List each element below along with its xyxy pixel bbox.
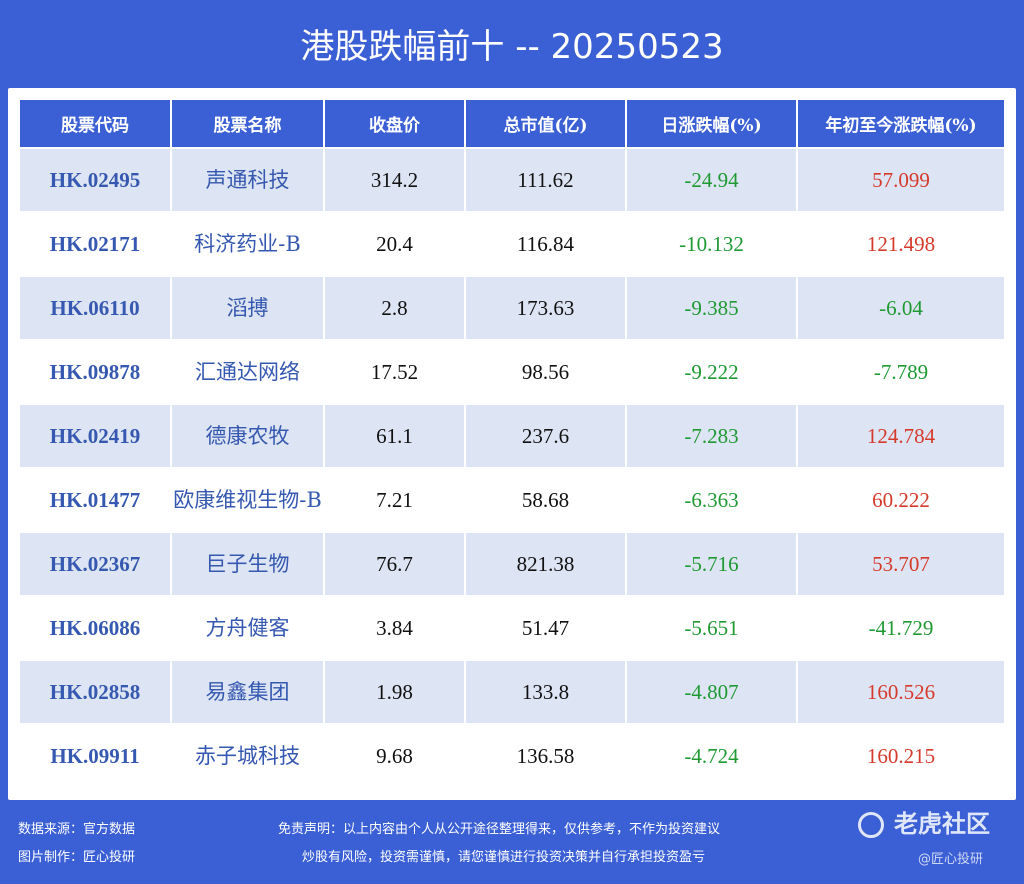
disclaimer-line-2: 炒股有风险，投资需谨慎，请您谨慎进行投资决策并自行承担投资盈亏 <box>302 850 706 865</box>
cell-day-change: -24.94 <box>627 149 796 211</box>
cell-market-cap: 111.62 <box>466 149 625 211</box>
cell-name: 滔搏 <box>172 277 323 339</box>
cell-ytd-change: 160.526 <box>798 661 1004 723</box>
cell-day-change: -9.222 <box>627 341 796 403</box>
table-row: HK.09878 汇通达网络 17.52 98.56 -9.222 -7.789 <box>20 341 1004 403</box>
cell-market-cap: 58.68 <box>466 469 625 531</box>
page-title: 港股跌幅前十 -- 20250523 <box>300 27 724 67</box>
cell-close: 9.68 <box>325 725 464 787</box>
table-row: HK.02495 声通科技 314.2 111.62 -24.94 57.099 <box>20 149 1004 211</box>
cell-name: 德康农牧 <box>172 405 323 467</box>
cell-code: HK.01477 <box>20 469 170 531</box>
header-close: 收盘价 <box>325 100 464 147</box>
cell-ytd-change: -41.729 <box>798 597 1004 659</box>
cell-day-change: -7.283 <box>627 405 796 467</box>
cell-name: 欧康维视生物-B <box>172 469 323 531</box>
cell-name: 易鑫集团 <box>172 661 323 723</box>
cell-close: 314.2 <box>325 149 464 211</box>
cell-market-cap: 237.6 <box>466 405 625 467</box>
header-day-change: 日涨跌幅(%) <box>627 100 796 147</box>
cell-close: 1.98 <box>325 661 464 723</box>
table-row: HK.01477 欧康维视生物-B 7.21 58.68 -6.363 60.222 <box>20 469 1004 531</box>
cell-ytd-change: 57.099 <box>798 149 1004 211</box>
table-row: HK.06086 方舟健客 3.84 51.47 -5.651 -41.729 <box>20 597 1004 659</box>
cell-day-change: -6.363 <box>627 469 796 531</box>
cell-name: 科济药业-B <box>172 213 323 275</box>
table-row: HK.02171 科济药业-B 20.4 116.84 -10.132 121.498 <box>20 213 1004 275</box>
cell-market-cap: 136.58 <box>466 725 625 787</box>
cell-close: 61.1 <box>325 405 464 467</box>
cell-code: HK.09911 <box>20 725 170 787</box>
table-row: HK.02858 易鑫集团 1.98 133.8 -4.807 160.526 <box>20 661 1004 723</box>
stock-table-panel: 股票代码 股票名称 收盘价 总市值(亿) 日涨跌幅(%) 年初至今涨跌幅(%) … <box>8 88 1016 800</box>
cell-name: 巨子生物 <box>172 533 323 595</box>
header-ytd-change: 年初至今涨跌幅(%) <box>798 100 1004 147</box>
cell-close: 2.8 <box>325 277 464 339</box>
cell-code: HK.06086 <box>20 597 170 659</box>
cell-day-change: -10.132 <box>627 213 796 275</box>
cell-market-cap: 173.63 <box>466 277 625 339</box>
cell-day-change: -5.651 <box>627 597 796 659</box>
cell-day-change: -9.385 <box>627 277 796 339</box>
cell-code: HK.06110 <box>20 277 170 339</box>
cell-market-cap: 51.47 <box>466 597 625 659</box>
table-row: HK.09911 赤子城科技 9.68 136.58 -4.724 160.215 <box>20 725 1004 787</box>
cell-name: 声通科技 <box>172 149 323 211</box>
cell-code: HK.02171 <box>20 213 170 275</box>
cell-ytd-change: 121.498 <box>798 213 1004 275</box>
table-row: HK.02419 德康农牧 61.1 237.6 -7.283 124.784 <box>20 405 1004 467</box>
cell-close: 3.84 <box>325 597 464 659</box>
image-maker: 图片制作：匠心投研 <box>18 850 136 865</box>
cell-ytd-change: 124.784 <box>798 405 1004 467</box>
table-row: HK.02367 巨子生物 76.7 821.38 -5.716 53.707 <box>20 533 1004 595</box>
tiger-community-logo: 老虎社区 <box>858 806 1018 842</box>
tiger-logo-icon <box>858 812 884 838</box>
cell-day-change: -5.716 <box>627 533 796 595</box>
cell-code: HK.09878 <box>20 341 170 403</box>
cell-code: HK.02367 <box>20 533 170 595</box>
cell-market-cap: 133.8 <box>466 661 625 723</box>
stock-table: 股票代码 股票名称 收盘价 总市值(亿) 日涨跌幅(%) 年初至今涨跌幅(%) … <box>18 98 1006 789</box>
cell-ytd-change: 53.707 <box>798 533 1004 595</box>
cell-day-change: -4.724 <box>627 725 796 787</box>
cell-code: HK.02495 <box>20 149 170 211</box>
cell-ytd-change: 160.215 <box>798 725 1004 787</box>
table-header-row: 股票代码 股票名称 收盘价 总市值(亿) 日涨跌幅(%) 年初至今涨跌幅(%) <box>20 100 1004 147</box>
header-code: 股票代码 <box>20 100 170 147</box>
cell-day-change: -4.807 <box>627 661 796 723</box>
table-row: HK.06110 滔搏 2.8 173.63 -9.385 -6.04 <box>20 277 1004 339</box>
cell-name: 赤子城科技 <box>172 725 323 787</box>
cell-ytd-change: 60.222 <box>798 469 1004 531</box>
cell-close: 20.4 <box>325 213 464 275</box>
cell-close: 17.52 <box>325 341 464 403</box>
cell-market-cap: 98.56 <box>466 341 625 403</box>
cell-ytd-change: -6.04 <box>798 277 1004 339</box>
header-name: 股票名称 <box>172 100 323 147</box>
cell-name: 汇通达网络 <box>172 341 323 403</box>
disclaimer-line-1: 免责声明：以上内容由个人从公开途径整理得来，仅供参考，不作为投资建议 <box>278 822 721 837</box>
cell-ytd-change: -7.789 <box>798 341 1004 403</box>
cell-market-cap: 821.38 <box>466 533 625 595</box>
cell-close: 7.21 <box>325 469 464 531</box>
cell-close: 76.7 <box>325 533 464 595</box>
cell-code: HK.02858 <box>20 661 170 723</box>
header-market-cap: 总市值(亿) <box>466 100 625 147</box>
data-source: 数据来源：官方数据 <box>18 822 136 837</box>
cell-code: HK.02419 <box>20 405 170 467</box>
logo-text: 老虎社区 <box>894 810 990 838</box>
cell-name: 方舟健客 <box>172 597 323 659</box>
watermark: @匠心投研 <box>918 852 984 867</box>
cell-market-cap: 116.84 <box>466 213 625 275</box>
